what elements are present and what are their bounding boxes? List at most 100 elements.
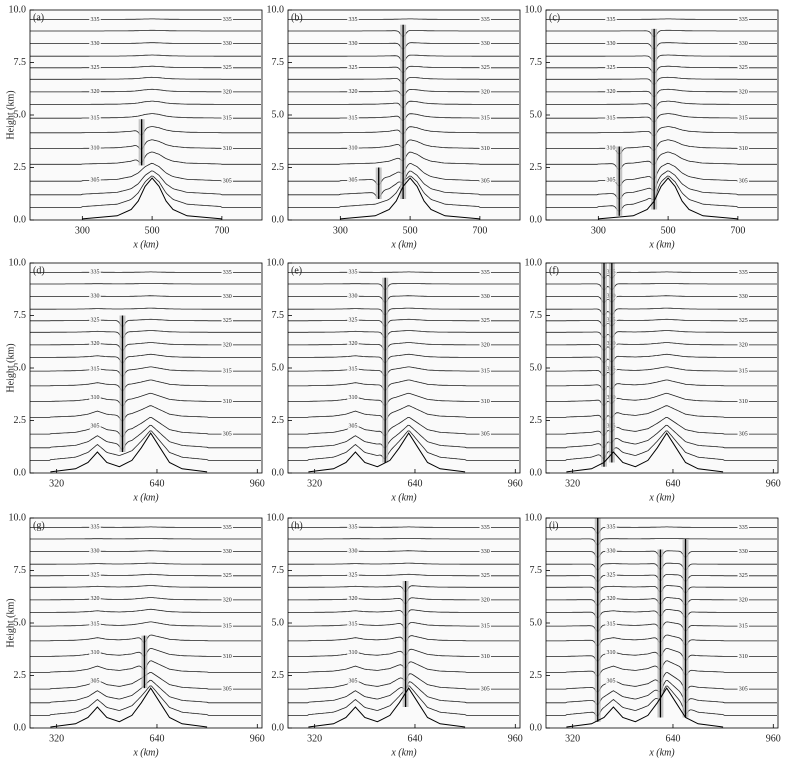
- y-tick-label: 7.5: [14, 57, 27, 68]
- contour-line: [288, 18, 519, 20]
- contour-line: [288, 307, 519, 316]
- contour-line: [30, 573, 261, 577]
- contour-label: 315: [90, 115, 99, 121]
- contour-label: 310: [606, 650, 615, 656]
- panel: 305 305 310 310 315 315 320 320 325 325 330 330 335 3…: [525, 512, 781, 758]
- contour-line: [30, 685, 261, 716]
- contour-label: 330: [348, 549, 357, 555]
- y-tick-label: 0.0: [530, 214, 543, 225]
- contour-label: 310: [739, 146, 748, 152]
- contour-line: [288, 405, 519, 421]
- panel-label: (b): [291, 12, 303, 23]
- contour-label: 325: [223, 318, 232, 324]
- contour-line: [546, 366, 777, 377]
- contour-line: [546, 379, 777, 391]
- contour-label: 305: [739, 179, 748, 185]
- contour-label: 320: [90, 341, 99, 347]
- contour-label: 305: [223, 432, 232, 438]
- x-axis-label: x (km): [648, 747, 675, 758]
- contour-label: 310: [606, 146, 615, 152]
- contour-line: [30, 42, 261, 44]
- y-tick-label: 2.5: [14, 670, 27, 681]
- contour-line: [288, 295, 519, 304]
- contour-label: 315: [223, 369, 232, 375]
- contour-label: 325: [606, 65, 615, 71]
- x-tick-label: 960: [766, 478, 781, 489]
- contour-line: [546, 283, 777, 291]
- contour-line: [546, 307, 777, 316]
- contour-label: 325: [739, 573, 748, 579]
- y-tick-label: 5.0: [14, 617, 27, 628]
- contour-label: 305: [481, 432, 490, 438]
- contour-label: 335: [606, 525, 615, 531]
- contour-label: 335: [90, 525, 99, 531]
- contour-label: 320: [348, 89, 357, 95]
- contour-label: 330: [739, 549, 748, 555]
- contour-line: [288, 342, 519, 351]
- x-tick-label: 640: [407, 733, 422, 744]
- contour-line: [546, 424, 777, 449]
- contour-label: 315: [90, 622, 99, 628]
- contour-line: [546, 170, 777, 200]
- contour-line: [288, 366, 519, 377]
- plot: 305 305 310 310 315 315 320 320 325 325 330 330 335 3…: [546, 15, 777, 220]
- contour-label: 310: [223, 399, 232, 405]
- contour-label: 325: [739, 65, 748, 71]
- x-tick-label: 960: [766, 733, 781, 744]
- y-tick-label: 0.0: [14, 214, 27, 225]
- contour-label: 335: [481, 17, 490, 23]
- contour-line: [546, 405, 777, 421]
- y-tick-label: 0.0: [14, 467, 27, 478]
- y-tick-label: 10.0: [9, 4, 27, 15]
- contour-line: [30, 379, 261, 392]
- contour-line: [30, 353, 261, 364]
- contour-line: [546, 416, 777, 436]
- x-tick-label: 300: [333, 225, 348, 236]
- contour-label: 335: [223, 17, 232, 23]
- x-tick-label: 960: [508, 478, 523, 489]
- contour-line: [30, 162, 261, 182]
- contour-label: 310: [223, 654, 232, 660]
- x-tick-label: 300: [75, 225, 90, 236]
- contour-label: 330: [739, 41, 748, 47]
- y-tick-label: 10.0: [267, 512, 285, 523]
- x-axis-label: x (km): [648, 492, 675, 503]
- x-tick-label: 300: [591, 225, 606, 236]
- contour-line: [30, 29, 261, 32]
- y-tick-label: 10.0: [267, 4, 285, 15]
- x-tick-label: 320: [49, 478, 64, 489]
- contour-line: [30, 295, 261, 297]
- x-tick-label: 320: [565, 478, 580, 489]
- x-tick-label: 640: [665, 733, 680, 744]
- contour-label: 315: [348, 622, 357, 628]
- contour-line: [288, 416, 519, 437]
- x-axis-label: x (km): [390, 747, 417, 758]
- x-tick-label: 500: [145, 225, 160, 236]
- contour-label: 310: [90, 146, 99, 152]
- contour-label: 305: [348, 679, 357, 685]
- contour-line: [546, 29, 777, 38]
- x-tick-label: 320: [307, 478, 322, 489]
- x-axis-label: x (km): [132, 492, 159, 503]
- contour-label: 330: [223, 549, 232, 555]
- terrain: [566, 432, 724, 473]
- contour-line: [546, 342, 777, 351]
- contour-line: [546, 392, 777, 406]
- contour-line: [546, 430, 777, 461]
- contour-line: [546, 18, 777, 20]
- contour-label: 320: [90, 89, 99, 95]
- contour-label: 325: [223, 573, 232, 579]
- contour-line: [546, 139, 777, 155]
- contour-line: [546, 65, 777, 74]
- contour-line: [30, 342, 261, 351]
- contour-line: [30, 405, 261, 422]
- y-tick-label: 0.0: [14, 722, 27, 733]
- contour-label: 305: [739, 687, 748, 693]
- y-tick-label: 0.0: [272, 722, 285, 733]
- contour-label: 330: [606, 41, 615, 47]
- contour-line: [30, 597, 261, 601]
- contour-label: 330: [481, 294, 490, 300]
- contour-label: 325: [606, 572, 615, 578]
- y-axis-label: Height (km): [5, 90, 16, 139]
- contour-line: [546, 151, 777, 171]
